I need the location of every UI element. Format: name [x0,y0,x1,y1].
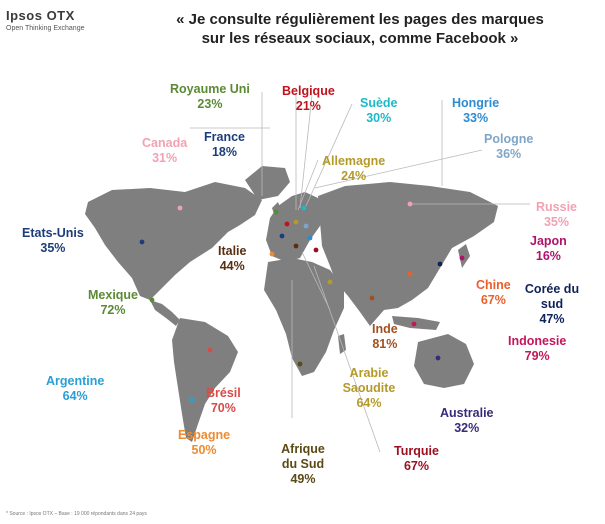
dot-hongrie [307,235,313,241]
label-allemagne: Allemagne 24% [322,154,386,183]
dot-espagne [269,251,275,257]
headline-line-2: sur les réseaux sociaux, comme Facebook … [201,30,519,47]
dot-arabie [327,279,333,285]
label-suede: Suède 30% [360,96,398,125]
label-chine: Chine 67% [476,278,511,307]
dot-belgique [284,221,290,227]
dot-australie [435,355,441,361]
continents [85,166,498,442]
label-bresil: Brésil 70% [206,386,241,415]
leader-line [297,159,319,211]
south-america-shape [172,318,238,442]
dot-canada [177,205,183,211]
leader-line [301,251,331,311]
label-italie: Italie 44% [218,244,247,273]
country-dots [139,201,465,403]
brand-tagline: Open Thinking Exchange [6,25,85,32]
leader-line [305,103,353,207]
leader-line [299,94,313,209]
dot-inde [369,295,375,301]
label-canada: Canada 31% [142,136,188,165]
dot-mexique [149,297,155,303]
label-afrique-du-sud: Afrique du Sud 49% [281,442,325,486]
dot-etats-unis [139,239,145,245]
dot-indonesie [411,321,417,327]
dot-chine [407,271,413,277]
dot-france [279,233,285,239]
label-indonesie: Indonesie 79% [508,334,567,363]
greenland-shape [245,166,290,200]
label-belgique: Belgique 21% [282,84,335,113]
dot-italie [293,243,299,249]
leader-line [313,265,381,453]
label-russie: Russie 35% [536,200,577,229]
label-france: France 18% [204,130,245,159]
africa-shape [264,258,344,376]
dot-japon [459,255,465,261]
label-royaume-uni: Royaume Uni 23% [170,82,250,111]
north-america-shape [85,182,262,300]
label-pologne: Pologne 36% [484,132,534,161]
label-inde: Inde 81% [372,322,398,351]
dot-coree [437,261,443,267]
label-australie: Australie 32% [440,406,494,435]
label-arabie: Arabie Saoudite 64% [342,366,396,410]
label-argentine: Argentine 64% [46,374,105,403]
dot-turquie [313,247,319,253]
leader-lines [190,92,530,453]
dot-bresil [207,347,213,353]
australia-shape [414,334,474,388]
label-etats-unis: Etats-Unis 35% [22,226,84,255]
page-title: « Je consulte régulièrement les pages de… [140,10,580,48]
label-coree: Corée du sud 47% [524,282,580,326]
dot-argentine [189,397,195,403]
source-footnote: * Source : Ipsos OTX – Base : 19 000 rép… [6,511,147,517]
leader-line [314,149,483,189]
label-mexique: Mexique 72% [88,288,139,317]
label-hongrie: Hongrie 33% [452,96,500,125]
label-japon: Japon 16% [530,234,567,263]
headline-line-1: « Je consulte régulièrement les pages de… [176,11,544,28]
label-espagne: Espagne 50% [178,428,231,457]
central-america-shape [150,300,180,326]
dot-suede [301,205,307,211]
asia-shape [318,182,498,326]
label-turquie: Turquie 67% [394,444,439,473]
japan-shape [458,244,470,268]
dot-royaume-uni [273,209,279,215]
dot-afrique-du-sud [297,361,303,367]
dot-russie [407,201,413,207]
dot-allemagne [293,219,299,225]
dot-pologne [303,223,309,229]
brand-logo: Ipsos OTX [6,8,75,23]
